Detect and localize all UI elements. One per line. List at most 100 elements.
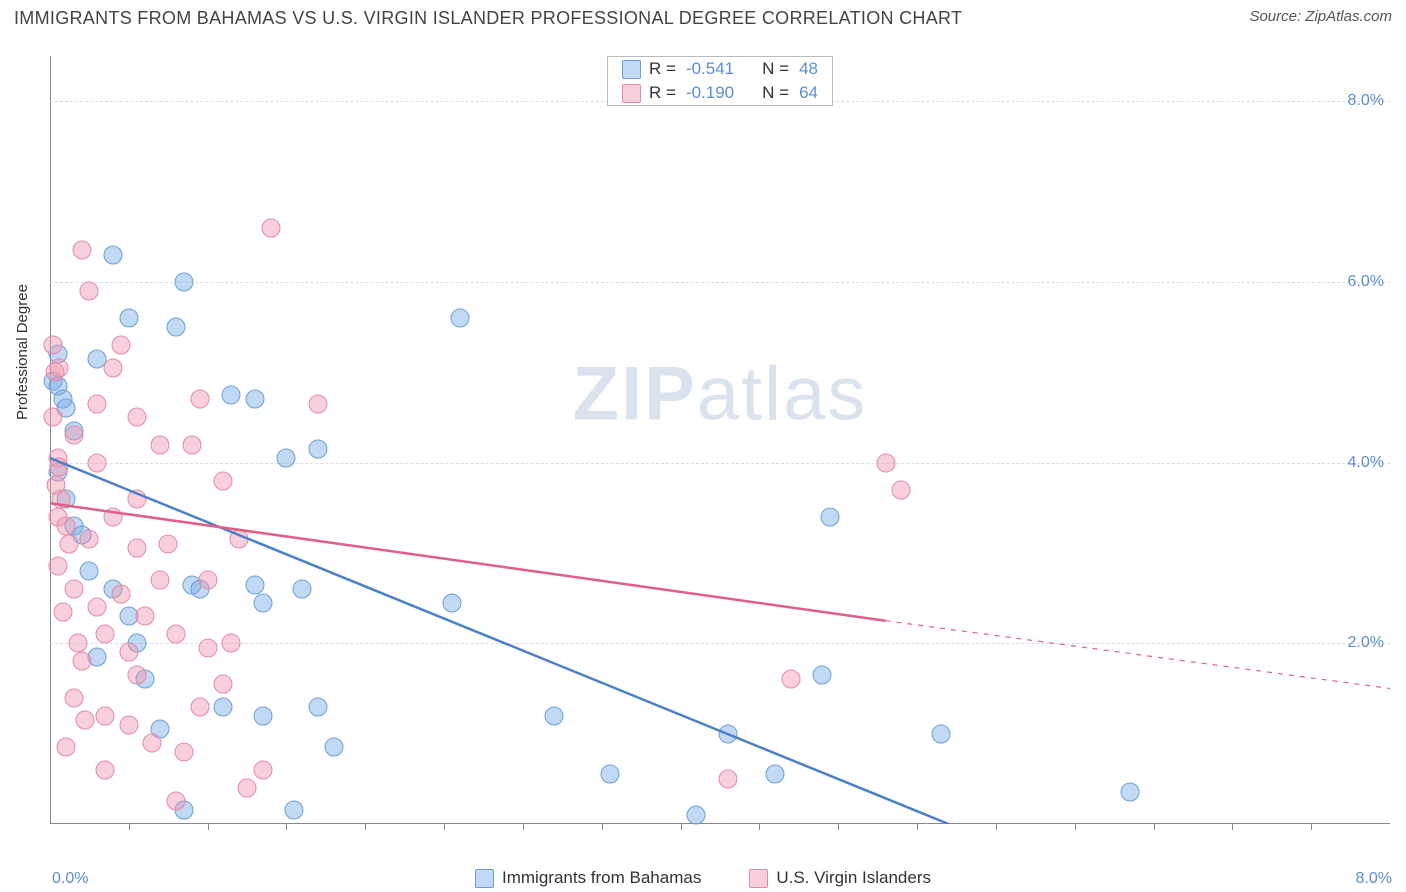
data-point-bahamas	[293, 580, 312, 599]
data-point-usvi	[64, 580, 83, 599]
data-point-usvi	[892, 480, 911, 499]
r-label: R =	[649, 59, 676, 79]
data-point-usvi	[127, 539, 146, 558]
trend-lines-layer	[50, 56, 1390, 824]
x-axis-min-label: 0.0%	[52, 870, 88, 888]
data-point-usvi	[111, 336, 130, 355]
chart-plot-area: ZIPatlas R = -0.541 N = 48 R = -0.190 N …	[50, 56, 1390, 824]
legend-label-usvi: U.S. Virgin Islanders	[776, 868, 931, 888]
data-point-bahamas	[277, 449, 296, 468]
data-point-usvi	[72, 652, 91, 671]
data-point-usvi	[52, 489, 71, 508]
data-point-usvi	[222, 634, 241, 653]
data-point-bahamas	[245, 575, 264, 594]
data-point-usvi	[198, 638, 217, 657]
data-point-usvi	[88, 598, 107, 617]
swatch-usvi-icon	[622, 84, 641, 103]
data-point-bahamas	[687, 805, 706, 824]
data-point-usvi	[80, 530, 99, 549]
x-tick	[996, 824, 997, 830]
x-tick	[602, 824, 603, 830]
trend-line-usvi	[50, 503, 886, 620]
data-point-bahamas	[443, 593, 462, 612]
legend-label-bahamas: Immigrants from Bahamas	[502, 868, 701, 888]
y-axis-line	[50, 56, 51, 824]
data-point-bahamas	[119, 309, 138, 328]
data-point-bahamas	[450, 309, 469, 328]
x-tick	[365, 824, 366, 830]
data-point-usvi	[182, 435, 201, 454]
grid-line	[50, 282, 1390, 283]
data-point-bahamas	[600, 765, 619, 784]
data-point-usvi	[59, 534, 78, 553]
swatch-usvi-icon	[749, 869, 768, 888]
watermark: ZIPatlas	[573, 350, 868, 437]
data-point-usvi	[127, 665, 146, 684]
n-value-usvi: 64	[799, 83, 818, 103]
chart-header: IMMIGRANTS FROM BAHAMAS VS U.S. VIRGIN I…	[0, 0, 1406, 33]
data-point-bahamas	[253, 706, 272, 725]
data-point-bahamas	[718, 724, 737, 743]
data-point-usvi	[135, 607, 154, 626]
watermark-rest: atlas	[697, 351, 868, 436]
x-tick	[1232, 824, 1233, 830]
legend-item-usvi: U.S. Virgin Islanders	[749, 868, 931, 888]
legend-stats-row-usvi: R = -0.190 N = 64	[608, 81, 832, 105]
y-axis-label: Professional Degree	[14, 284, 31, 420]
data-point-bahamas	[175, 272, 194, 291]
data-point-usvi	[50, 458, 69, 477]
legend-stats-row-bahamas: R = -0.541 N = 48	[608, 57, 832, 81]
data-point-bahamas	[821, 507, 840, 526]
data-point-usvi	[119, 715, 138, 734]
n-label: N =	[762, 59, 789, 79]
x-axis-max-label: 8.0%	[1356, 870, 1392, 888]
grid-line	[50, 643, 1390, 644]
data-point-bahamas	[545, 706, 564, 725]
trend-line-dash-usvi	[886, 621, 1390, 689]
data-point-usvi	[309, 394, 328, 413]
data-point-bahamas	[1120, 783, 1139, 802]
legend-item-bahamas: Immigrants from Bahamas	[475, 868, 701, 888]
x-tick	[1154, 824, 1155, 830]
data-point-usvi	[119, 643, 138, 662]
data-point-usvi	[214, 674, 233, 693]
data-point-usvi	[44, 336, 63, 355]
data-point-usvi	[96, 760, 115, 779]
data-point-usvi	[151, 435, 170, 454]
n-label: N =	[762, 83, 789, 103]
data-point-usvi	[159, 534, 178, 553]
source-label: Source: ZipAtlas.com	[1249, 8, 1392, 25]
data-point-usvi	[56, 738, 75, 757]
data-point-usvi	[75, 711, 94, 730]
data-point-usvi	[214, 471, 233, 490]
x-tick	[444, 824, 445, 830]
data-point-usvi	[96, 625, 115, 644]
data-point-usvi	[175, 742, 194, 761]
data-point-usvi	[48, 557, 67, 576]
data-point-usvi	[96, 706, 115, 725]
data-point-usvi	[167, 792, 186, 811]
data-point-usvi	[143, 733, 162, 752]
y-tick-label: 8.0%	[1348, 92, 1384, 110]
x-tick	[208, 824, 209, 830]
data-point-bahamas	[167, 318, 186, 337]
data-point-bahamas	[245, 390, 264, 409]
data-point-usvi	[718, 769, 737, 788]
x-tick	[1311, 824, 1312, 830]
data-point-usvi	[127, 489, 146, 508]
x-tick	[286, 824, 287, 830]
data-point-usvi	[104, 358, 123, 377]
data-point-usvi	[64, 688, 83, 707]
data-point-usvi	[88, 394, 107, 413]
data-point-bahamas	[104, 245, 123, 264]
data-point-usvi	[190, 697, 209, 716]
x-tick	[838, 824, 839, 830]
data-point-usvi	[44, 408, 63, 427]
data-point-bahamas	[324, 738, 343, 757]
x-tick	[523, 824, 524, 830]
x-tick	[759, 824, 760, 830]
watermark-zip: ZIP	[573, 351, 697, 436]
x-axis-line	[50, 823, 1390, 824]
data-point-usvi	[53, 602, 72, 621]
data-point-usvi	[198, 571, 217, 590]
